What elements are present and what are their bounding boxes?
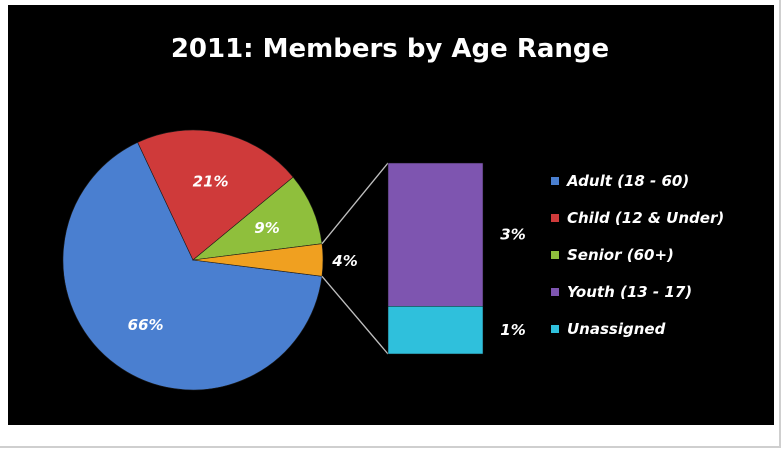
legend-swatch-adult-18-60: [551, 177, 559, 185]
bar-label-youth-13-17: 3%: [500, 226, 525, 244]
legend-swatch-unassigned: [551, 325, 559, 333]
slice-label-child-12-under: 21%: [193, 172, 229, 190]
legend-label-unassigned: Unassigned: [567, 320, 666, 338]
legend-label-senior-60: Senior (60+): [567, 246, 674, 264]
connector-bottom: [321, 275, 389, 355]
slice-label-adult-18-60: 66%: [128, 316, 164, 334]
bar-segment-youth-13-17: [387, 162, 484, 307]
legend-label-adult-18-60: Adult (18 - 60): [566, 172, 689, 190]
legend-label-youth-13-17: Youth (13 - 17): [567, 283, 692, 301]
pie-chart: 2011: Members by Age Range 66% 21% 9% 4% 3% 1…: [62, 34, 724, 391]
chart-title: 2011: Members by Age Range: [171, 34, 609, 64]
pie-group: [62, 129, 324, 391]
slice-label-senior-60: 9%: [254, 219, 279, 237]
chart-area: 2011: Members by Age Range 66% 21% 9% 4% 3% 1…: [8, 5, 774, 425]
slice-label-other: 4%: [331, 252, 357, 270]
pie-slice-child-12-under: [137, 129, 294, 261]
stacked-bar: [387, 162, 484, 355]
pie-slice-other: [192, 243, 324, 277]
bar-segment-unassigned: [387, 306, 484, 355]
legend-swatch-child-12-under: [551, 214, 559, 222]
connector-lines: [321, 162, 389, 355]
legend-label-child-12-under: Child (12 & Under): [567, 209, 724, 227]
connector-top: [321, 162, 389, 245]
legend: Adult (18 - 60) Child (12 & Under) Senior …: [551, 172, 724, 338]
bar-label-unassigned: 1%: [500, 321, 525, 339]
legend-swatch-youth-13-17: [551, 288, 559, 296]
pie-slice-adult-18-60: [62, 141, 323, 391]
legend-swatch-senior-60: [551, 251, 559, 259]
data-labels: 66% 21% 9% 4% 3% 1%: [128, 172, 526, 339]
